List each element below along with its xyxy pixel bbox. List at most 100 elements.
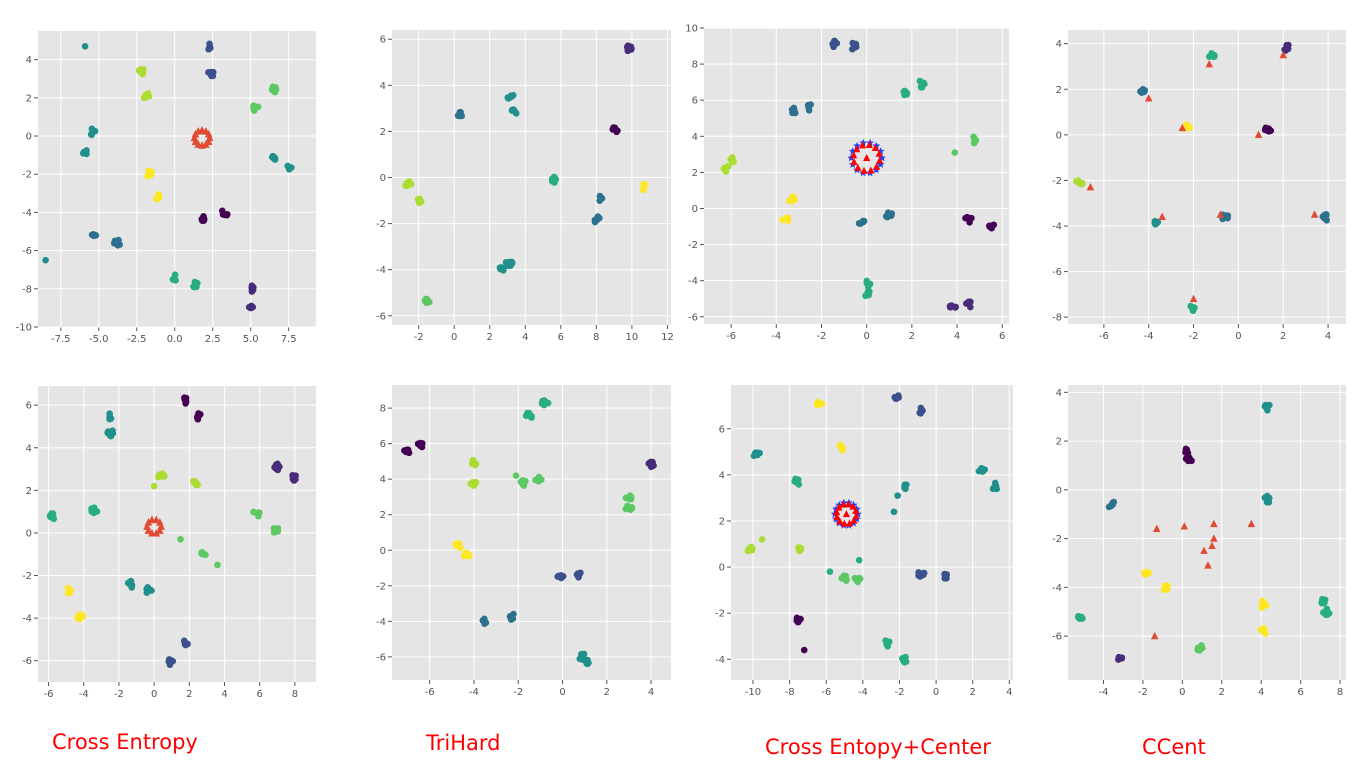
center-marker	[844, 500, 852, 508]
y-tick-label: -4	[22, 208, 32, 219]
y-tick-label: 2	[1056, 437, 1062, 448]
data-point	[214, 561, 221, 569]
data-point	[852, 576, 860, 583]
scatter-panel-6: -6 -4 -2 0 2 4 -6 -4 -2 0 2 4 6 8	[376, 385, 671, 698]
data-point	[535, 473, 543, 481]
data-point	[855, 556, 863, 564]
y-tick-label: -10	[16, 323, 32, 334]
plot-area	[1068, 30, 1346, 324]
x-tick-label: 2.5	[205, 334, 221, 345]
x-tick-label: 0	[933, 687, 939, 698]
plot-area	[392, 385, 671, 680]
data-point	[144, 172, 151, 180]
center-star-marker	[876, 160, 885, 168]
center-marker	[850, 151, 858, 159]
data-point	[1109, 501, 1117, 508]
data-point	[136, 66, 144, 73]
scatter-panel-8: -4 -2 0 2 4 6 8 -6 -4 -2 0 2 4	[1052, 385, 1346, 698]
x-tick-label: -2	[1138, 687, 1148, 698]
data-point	[805, 107, 813, 114]
data-point	[104, 428, 112, 435]
data-point	[1141, 87, 1149, 94]
data-point	[154, 195, 162, 202]
center-marker	[860, 166, 868, 174]
data-point	[557, 574, 565, 582]
center-marker	[143, 522, 151, 530]
data-point	[596, 197, 604, 204]
data-point	[171, 275, 178, 283]
center-marker	[144, 518, 153, 526]
data-point	[469, 479, 476, 486]
y-tick-label: -2	[376, 219, 386, 230]
data-point	[416, 197, 424, 205]
y-tick-label: 8	[692, 60, 698, 71]
data-point	[289, 471, 296, 479]
method-label-cross-entropy-center: Cross Entopy+Center	[765, 735, 991, 759]
x-tick-label: -6	[425, 687, 435, 698]
center-star-marker	[859, 138, 868, 147]
y-tick-label: -8	[1052, 313, 1062, 324]
x-tick-label: 8	[593, 332, 599, 343]
scatter-panel-4: -6 -4 -2 0 2 4 -8 -6 -4 -2 0 2 4	[1052, 30, 1346, 342]
center-marker	[858, 141, 867, 149]
data-point	[469, 459, 476, 466]
data-point	[647, 458, 655, 466]
center-marker	[1210, 519, 1218, 528]
data-point	[509, 259, 516, 267]
center-marker	[833, 508, 841, 516]
data-point	[791, 109, 799, 117]
data-point	[127, 577, 135, 585]
center-marker	[872, 162, 881, 170]
scatter-panel-5: -6 -4 -2 0 2 4 6 8 -6 -4 -2 0 2 4 6	[22, 386, 316, 700]
center-marker	[190, 133, 199, 142]
center-marker	[836, 517, 844, 525]
data-point	[915, 572, 922, 579]
center-marker	[155, 518, 164, 526]
data-point	[247, 304, 255, 312]
center-marker	[842, 510, 850, 518]
center-marker	[148, 528, 156, 537]
center-marker	[191, 137, 200, 145]
y-tick-label: -4	[22, 614, 32, 625]
data-point	[1321, 599, 1328, 607]
data-point	[627, 494, 635, 501]
y-tick-label: 4	[1056, 388, 1062, 399]
x-tick-label: -6	[726, 331, 736, 342]
center-marker	[845, 519, 854, 527]
y-tick-label: -6	[376, 652, 386, 663]
data-point	[795, 618, 802, 626]
center-marker	[839, 500, 847, 508]
y-tick-label: 6	[380, 439, 386, 450]
data-point	[898, 655, 906, 662]
y-tick-label: 2	[380, 510, 386, 521]
data-point	[248, 288, 256, 295]
y-tick-label: -2	[376, 581, 386, 592]
x-tick-label: -4	[771, 331, 781, 342]
x-tick-label: 2	[909, 331, 915, 342]
center-marker	[852, 506, 860, 514]
data-point	[550, 173, 558, 181]
data-point	[917, 84, 925, 91]
data-point	[88, 231, 96, 239]
x-tick-label: 12	[661, 332, 674, 343]
x-tick-label: -4	[79, 689, 89, 700]
data-point	[482, 619, 490, 627]
data-point	[42, 256, 49, 264]
x-tick-label: 0	[151, 689, 157, 700]
data-point	[88, 125, 96, 133]
center-marker	[1144, 94, 1153, 102]
data-point	[1188, 457, 1195, 465]
data-point	[1187, 302, 1194, 310]
data-point	[1151, 217, 1159, 225]
data-point	[499, 266, 507, 273]
data-point	[248, 282, 256, 290]
data-point	[580, 650, 588, 658]
data-point	[288, 164, 295, 171]
data-point	[720, 165, 728, 172]
x-tick-label: 4	[1325, 331, 1331, 342]
scatter-panel-1: -7.5 -5.0 -2.5 0.0 2.5 5.0 7.5 -10 -8 -6 -4 -2 0 2 4	[16, 31, 316, 345]
x-tick-label: 2	[970, 687, 976, 698]
center-marker	[854, 163, 862, 171]
data-point	[890, 508, 898, 516]
center-marker	[865, 140, 873, 148]
